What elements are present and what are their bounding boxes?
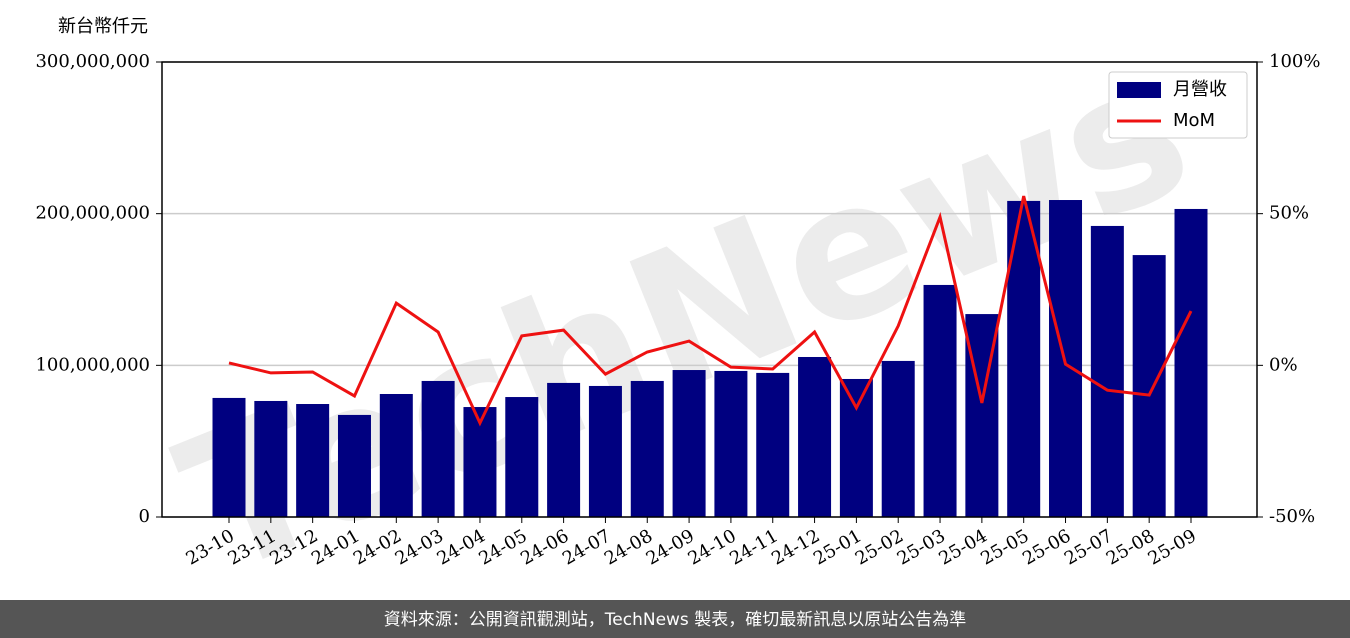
bar: [756, 372, 790, 517]
bar: [588, 385, 622, 517]
y2-tick-label: 100%: [1269, 51, 1320, 72]
bar: [798, 356, 832, 517]
y-tick-label: 0: [139, 506, 150, 527]
footer: 資料來源：公開資訊觀測站，TechNews 製表，確切最新訊息以原站公告為準: [384, 610, 966, 630]
bar: [547, 382, 581, 517]
x-tick-label: 25-09: [1145, 525, 1200, 569]
bar: [254, 400, 288, 517]
unit-label: 新台幣仟元: [58, 16, 148, 37]
bar: [1174, 208, 1208, 517]
plot-frame: [161, 61, 1258, 518]
bar: [212, 397, 246, 517]
y2-tick-label: 50%: [1269, 203, 1309, 224]
bar: [337, 414, 371, 517]
mom-line: [228, 195, 1193, 427]
bar: [505, 397, 539, 517]
bar: [379, 393, 413, 517]
bar: [421, 380, 455, 517]
y-tick-label: 300,000,000: [35, 51, 150, 72]
bar: [672, 370, 706, 517]
legend-label: MoM: [1173, 110, 1215, 131]
bar: [1132, 255, 1166, 518]
footer-bar: [0, 600, 1350, 638]
legend-swatch: [1117, 82, 1161, 98]
bar: [714, 370, 748, 517]
y2-tick-label: -50%: [1269, 506, 1315, 527]
y-tick-label: 100,000,000: [35, 354, 150, 375]
bar: [1090, 225, 1124, 517]
bar: [296, 404, 330, 517]
y-tick-label: 200,000,000: [35, 203, 150, 224]
bar: [923, 284, 957, 517]
bar: [630, 380, 664, 517]
bar: [881, 360, 915, 517]
y2-tick-label: 0%: [1269, 354, 1298, 375]
legend-label: 月營收: [1173, 79, 1227, 100]
bar: [839, 378, 873, 517]
